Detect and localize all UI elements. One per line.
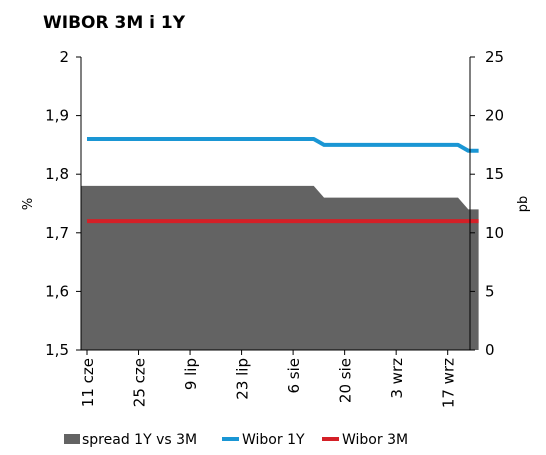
y-left-tick-label: 1,7 — [45, 224, 69, 242]
y-axis-right-label: pb — [516, 196, 531, 213]
y-left-tick-label: 2 — [59, 48, 69, 66]
legend-label-spread-1y-vs-3m: spread 1Y vs 3M — [82, 432, 197, 448]
x-tick-label: 6 sie — [285, 358, 303, 394]
series-area-spread — [81, 185, 479, 350]
x-tick-label: 11 cze — [79, 358, 97, 407]
y-left-tick-label: 1,9 — [45, 107, 69, 125]
y-right-tick-label: 5 — [485, 282, 495, 300]
y-left-tick-label: 1,8 — [45, 165, 69, 183]
plot-area — [81, 137, 479, 350]
legend-label-wibor-1y: Wibor 1Y — [242, 432, 305, 448]
y-right-tick-label: 25 — [485, 48, 504, 66]
y-right-tick-label: 20 — [485, 107, 504, 125]
x-tick-label: 25 cze — [131, 358, 149, 407]
legend-label-wibor-3m: Wibor 3M — [342, 432, 408, 448]
x-tick-label: 23 lip — [234, 358, 252, 400]
y-right-tick-label: 10 — [485, 224, 504, 242]
y-right-tick-label: 0 — [485, 341, 495, 359]
chart-title: WIBOR 3M i 1Y — [43, 13, 186, 33]
y-right-tick-label: 15 — [485, 165, 504, 183]
x-tick-label: 20 sie — [337, 358, 355, 403]
series-line-wibor-1y — [87, 137, 479, 153]
legend: spread 1Y vs 3M Wibor 1Y Wibor 3M — [64, 432, 408, 448]
x-tick-label: 17 wrz — [440, 358, 458, 408]
y-left-tick-label: 1,5 — [45, 341, 69, 359]
x-tick-label: 3 wrz — [388, 358, 406, 399]
y-left-tick-label: 1,6 — [45, 282, 69, 300]
y-axis-left-label: % — [21, 198, 36, 210]
legend-swatch-spread-1y-vs-3m — [64, 434, 80, 444]
x-tick-label: 9 lip — [182, 358, 200, 390]
